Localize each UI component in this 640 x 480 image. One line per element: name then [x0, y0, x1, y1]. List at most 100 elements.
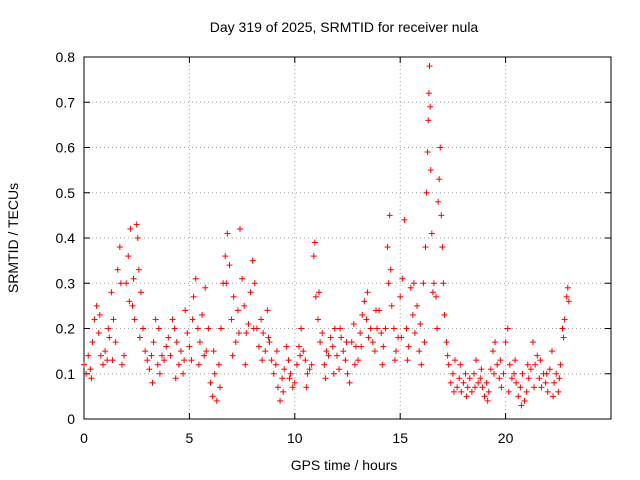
data-point [515, 393, 522, 400]
data-point [444, 352, 451, 359]
data-point [83, 370, 90, 377]
data-point [189, 316, 196, 323]
data-point [222, 253, 229, 260]
data-point [327, 334, 334, 341]
data-point [126, 298, 133, 305]
data-point [195, 361, 202, 368]
data-point [144, 357, 151, 364]
data-point [297, 352, 304, 359]
data-point [154, 361, 161, 368]
data-point [502, 339, 509, 346]
data-point [371, 348, 378, 355]
data-point [348, 339, 355, 346]
x-tick-label: 15 [392, 430, 408, 446]
data-point [251, 280, 258, 287]
data-point [148, 352, 155, 359]
data-point [483, 379, 490, 386]
data-point [344, 370, 351, 377]
data-point [433, 293, 440, 300]
data-point [487, 366, 494, 373]
data-point [99, 361, 106, 368]
data-point [421, 339, 428, 346]
data-point [245, 320, 252, 327]
data-point [165, 334, 172, 341]
data-point [85, 352, 92, 359]
data-point [116, 244, 123, 251]
data-point [135, 266, 142, 273]
data-point [445, 361, 452, 368]
data-point [565, 298, 572, 305]
data-point [397, 293, 404, 300]
data-point [367, 325, 374, 332]
data-point [534, 352, 541, 359]
gridlines [84, 57, 611, 419]
data-point [532, 361, 539, 368]
data-point [286, 375, 293, 382]
data-point [199, 311, 206, 318]
data-point [437, 144, 444, 151]
data-point [330, 370, 337, 377]
data-point [137, 289, 144, 296]
data-point [202, 284, 209, 291]
data-point [524, 361, 531, 368]
data-point [243, 330, 250, 337]
data-point [427, 103, 434, 110]
data-point [450, 388, 457, 395]
data-point [130, 275, 137, 282]
data-point [410, 280, 417, 287]
data-point [556, 375, 563, 382]
data-point [357, 330, 364, 337]
data-point [350, 320, 357, 327]
data-point [416, 348, 423, 355]
x-tick-label: 0 [80, 430, 88, 446]
data-point [407, 284, 414, 291]
x-tick-label: 5 [186, 430, 194, 446]
y-axis-label: SRMTID / TECUs [5, 183, 21, 293]
data-point [283, 343, 290, 350]
data-point [142, 348, 149, 355]
data-point [401, 216, 408, 223]
data-point [302, 357, 309, 364]
data-point [438, 212, 445, 219]
data-point [460, 379, 467, 386]
data-point [173, 339, 180, 346]
data-point [403, 325, 410, 332]
data-point [285, 357, 292, 364]
data-point [337, 325, 344, 332]
data-point [223, 280, 230, 287]
data-point [215, 361, 222, 368]
y-tick-label: 0.6 [56, 140, 76, 156]
data-point [303, 384, 310, 391]
data-point [226, 262, 233, 269]
data-point [500, 370, 507, 377]
data-point [386, 212, 393, 219]
data-point [210, 348, 217, 355]
data-point [472, 384, 479, 391]
data-point [384, 244, 391, 251]
data-point [485, 388, 492, 395]
data-point [374, 325, 381, 332]
data-point [314, 316, 321, 323]
x-axis-label: GPS time / hours [291, 457, 398, 473]
data-point [93, 302, 100, 309]
data-point [508, 375, 515, 382]
data-point [146, 366, 153, 373]
data-point [479, 384, 486, 391]
data-point [177, 348, 184, 355]
data-point [544, 388, 551, 395]
data-point [319, 330, 326, 337]
data-point [96, 311, 103, 318]
data-point [496, 375, 503, 382]
data-point [555, 388, 562, 395]
data-point [564, 284, 571, 291]
data-point [434, 325, 441, 332]
data-point [468, 388, 475, 395]
data-point [358, 343, 365, 350]
data-point [443, 339, 450, 346]
data-point [218, 325, 225, 332]
data-point [513, 379, 520, 386]
data-point [506, 361, 513, 368]
data-point [504, 325, 511, 332]
data-point [512, 357, 519, 364]
